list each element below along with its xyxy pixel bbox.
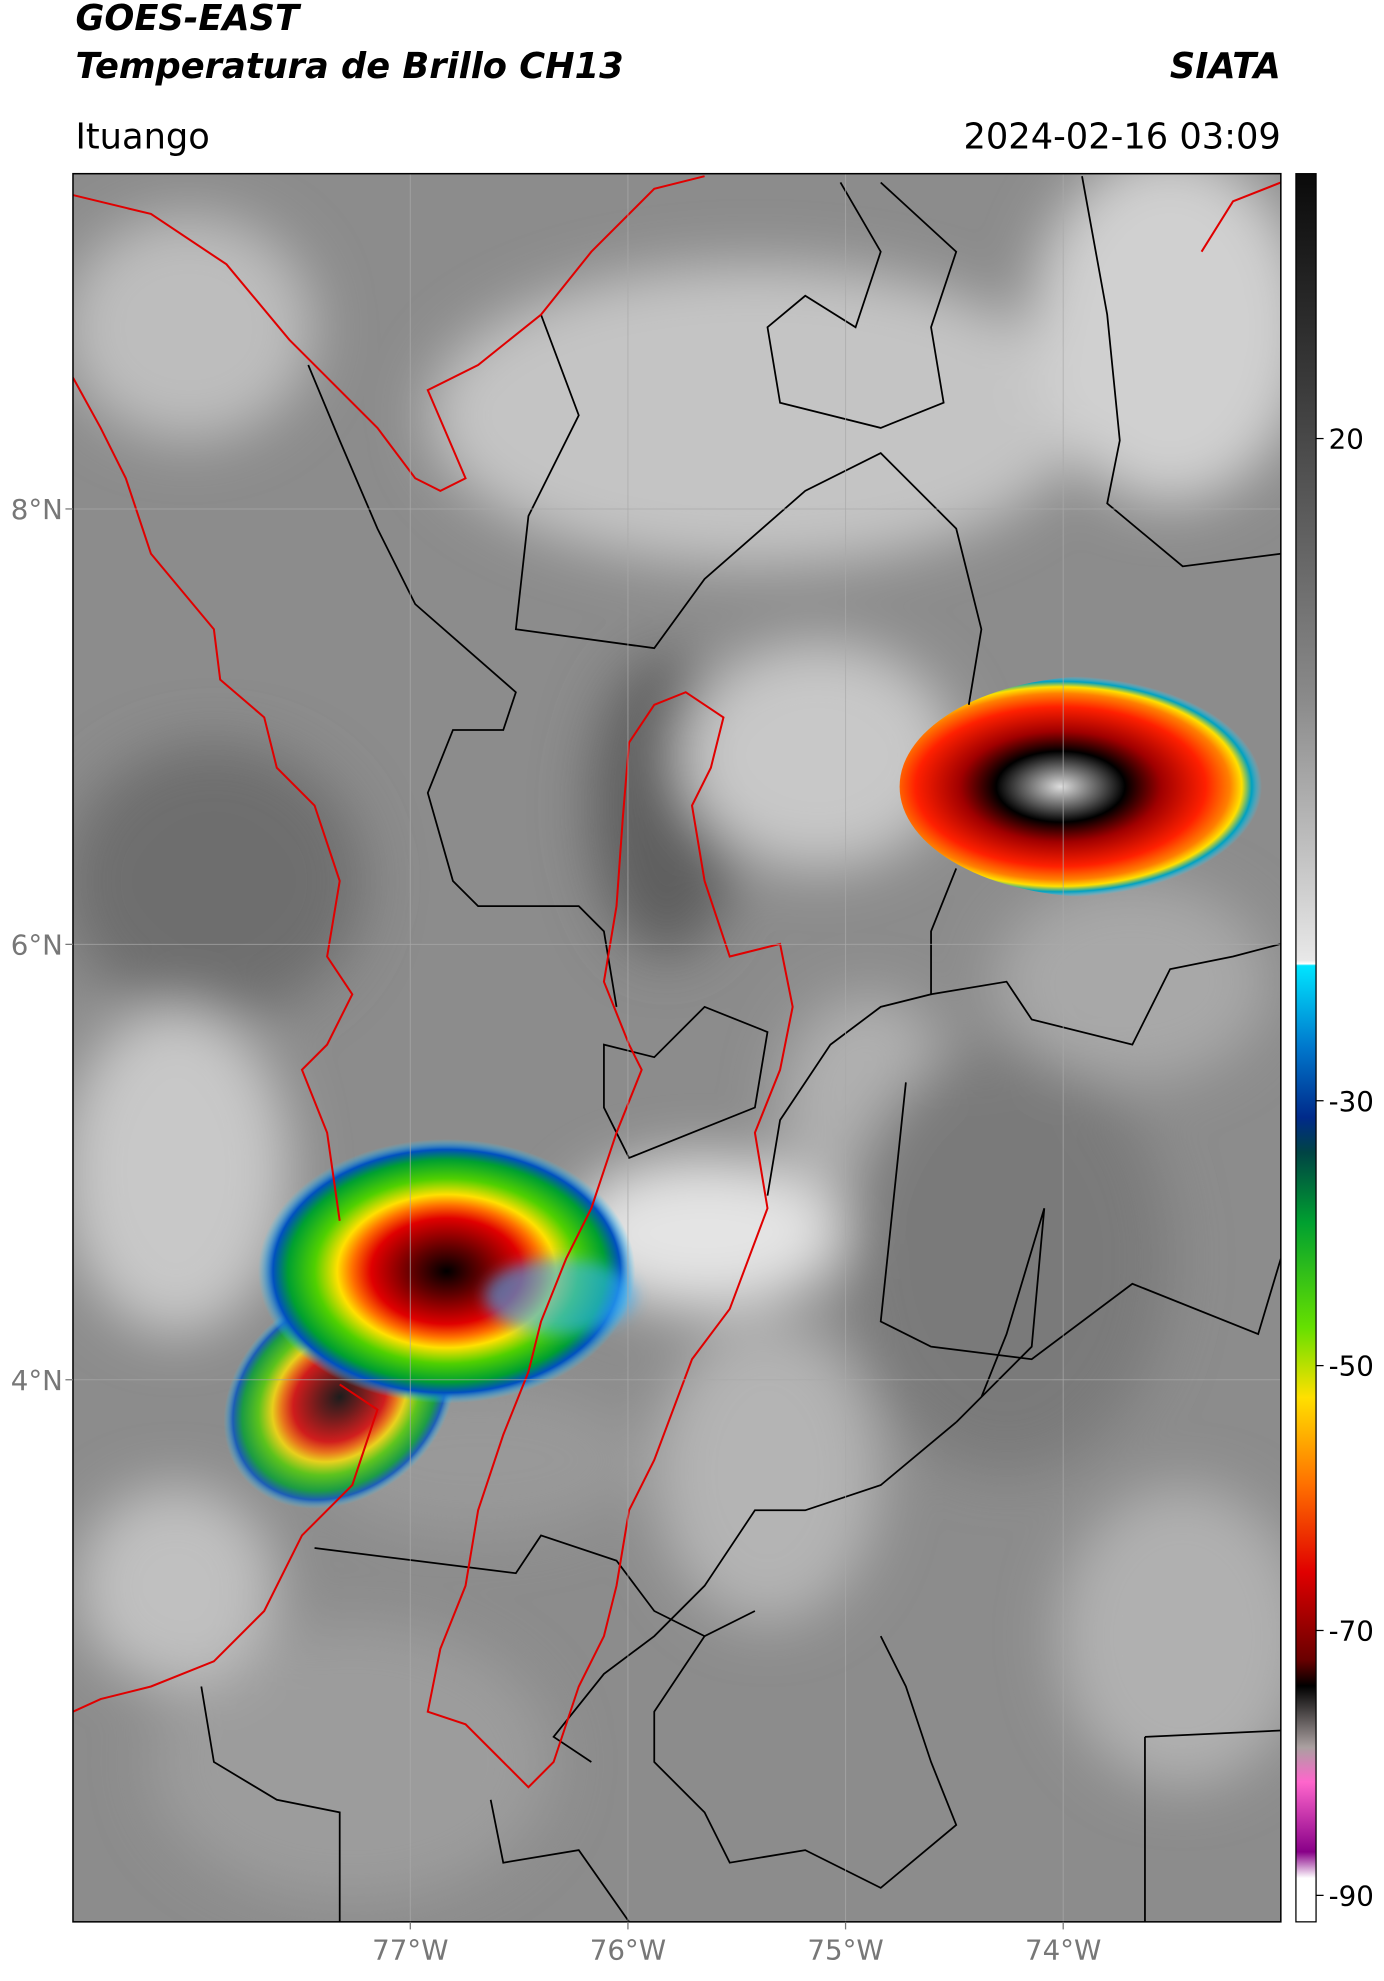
y-tick-label: 8°N [11,493,63,526]
admin-borders [200,176,1281,1922]
location: Ituango [75,117,209,158]
colorbar [1295,173,1317,1923]
colorbar-tick-label: -50 [1329,1350,1374,1383]
storm-south [223,1139,636,1509]
colorbar-tick-label: 20 [1329,423,1364,456]
y-tick-label: 4°N [11,1364,63,1397]
colorbar-tick-label: -90 [1329,1879,1374,1912]
grid [72,173,1281,1922]
datetime: 2024-02-16 03:09 [964,117,1281,158]
colorbar-tick-label: -30 [1329,1085,1374,1118]
x-tick-label: 75°W [807,1934,883,1967]
x-tick-label: 76°W [590,1934,666,1967]
title: GOES-EAST [75,0,302,39]
map-frame [72,172,1282,1923]
coastline-and-basin [72,175,1281,1789]
subtitle: Temperatura de Brillo CH13 [75,46,623,87]
axes: 77°W 76°W 75°W 74°W 4°N 6°N 8°N 20 -30 -50 -70 -90 [11,423,1374,1967]
satellite-image [72,173,1281,1922]
storm-north [899,675,1281,898]
brand: SIATA [1170,46,1281,87]
colorbar-tick-label: -70 [1329,1615,1374,1648]
x-tick-label: 74°W [1025,1934,1101,1967]
x-tick-label: 77°W [372,1934,448,1967]
y-tick-label: 6°N [11,928,63,961]
